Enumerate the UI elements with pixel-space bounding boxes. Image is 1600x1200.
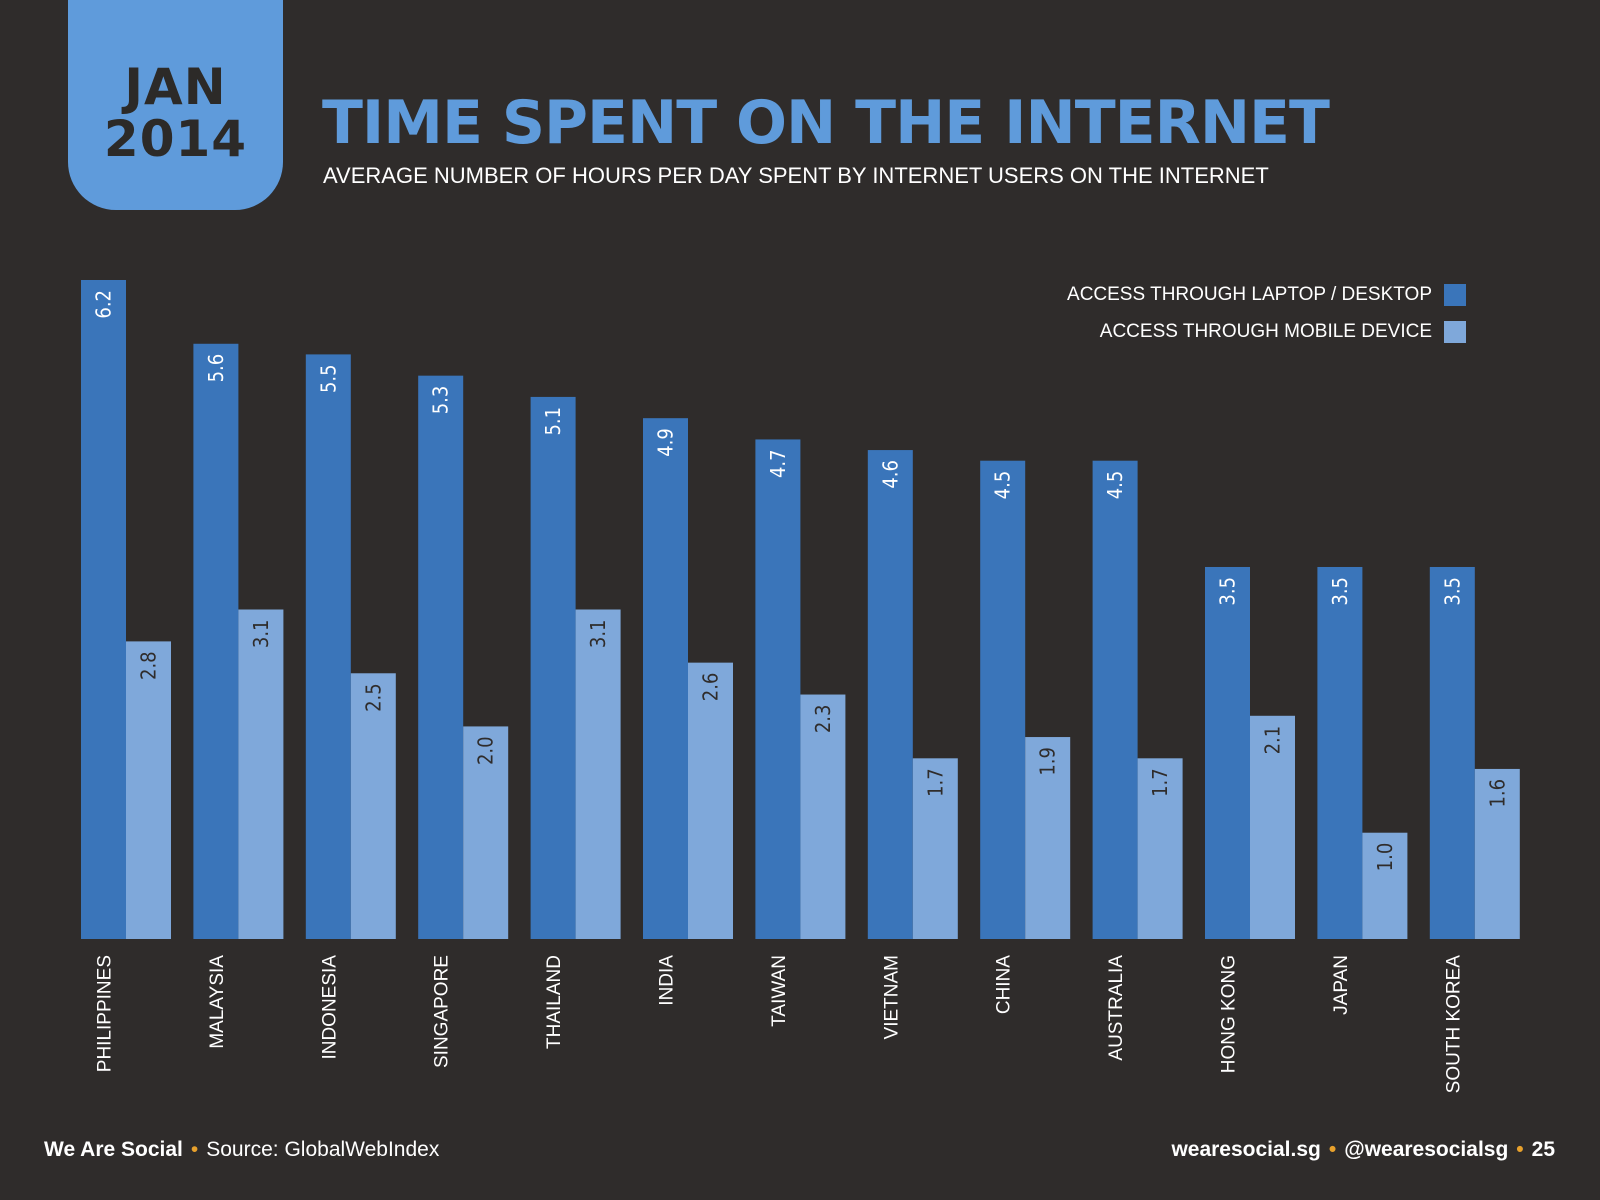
bar-mobile-thailand bbox=[575, 609, 621, 939]
category-label: MALAYSIA bbox=[207, 955, 228, 1049]
bar-mobile-indonesia bbox=[350, 673, 396, 939]
bar-mobile-taiwan bbox=[800, 694, 846, 939]
separator-dot: • bbox=[190, 1138, 199, 1161]
legend-label-mobile: ACCESS THROUGH MOBILE DEVICE bbox=[1099, 321, 1432, 342]
site-link[interactable]: wearesocial.sg bbox=[1171, 1138, 1321, 1161]
data-label: 5.5 bbox=[316, 364, 340, 393]
separator-dot: • bbox=[1328, 1138, 1337, 1161]
data-label: 1.0 bbox=[1373, 843, 1397, 872]
data-label: 3.5 bbox=[1440, 577, 1464, 606]
legend-label-laptop: ACCESS THROUGH LAPTOP / DESKTOP bbox=[1067, 284, 1432, 305]
legend-swatch-laptop bbox=[1444, 284, 1466, 306]
category-label: INDIA bbox=[657, 955, 678, 1006]
date-year: 2014 bbox=[103, 110, 248, 168]
bar-mobile-australia bbox=[1137, 758, 1183, 939]
data-label: 6.2 bbox=[92, 290, 116, 319]
bar-mobile-japan bbox=[1362, 832, 1408, 939]
bar-laptop-australia bbox=[1092, 460, 1138, 939]
data-label: 2.3 bbox=[811, 705, 835, 734]
legend-item-mobile: ACCESS THROUGH MOBILE DEVICE bbox=[1100, 320, 1466, 344]
bar-mobile-india bbox=[688, 662, 733, 939]
bar-laptop-taiwan bbox=[755, 439, 801, 939]
bar-mobile-malaysia bbox=[238, 609, 284, 939]
category-label: CHINA bbox=[994, 955, 1015, 1014]
bar-laptop-malaysia bbox=[193, 343, 239, 940]
category-label: INDONESIA bbox=[319, 955, 340, 1060]
data-label: 4.6 bbox=[878, 460, 902, 489]
data-label: 1.6 bbox=[1485, 779, 1509, 808]
data-label: 4.5 bbox=[991, 471, 1015, 500]
data-label: 1.7 bbox=[1148, 768, 1172, 797]
data-label: 2.5 bbox=[361, 683, 385, 712]
legend-item-laptop: ACCESS THROUGH LAPTOP / DESKTOP bbox=[1067, 283, 1466, 307]
category-label: VIETNAM bbox=[881, 955, 902, 1039]
legend-swatch-mobile bbox=[1444, 321, 1466, 343]
bar-laptop-vietnam bbox=[867, 450, 913, 939]
bar-mobile-south-korea bbox=[1474, 768, 1520, 939]
category-label: THAILAND bbox=[544, 955, 565, 1049]
category-label: PHILIPPINES bbox=[95, 955, 116, 1072]
data-label: 4.7 bbox=[766, 449, 790, 478]
bar-laptop-south-korea bbox=[1429, 566, 1475, 939]
bar-laptop-hong-kong bbox=[1205, 566, 1250, 939]
bar-mobile-china bbox=[1025, 737, 1071, 939]
category-label: SINGAPORE bbox=[432, 955, 453, 1068]
bar-laptop-thailand bbox=[530, 396, 576, 940]
page-subtitle: AVERAGE NUMBER OF HOURS PER DAY SPENT BY… bbox=[323, 163, 1269, 188]
brand-name: We Are Social bbox=[44, 1138, 183, 1161]
category-label: TAIWAN bbox=[769, 955, 790, 1027]
footer-left: We Are Social • Source: GlobalWebIndex bbox=[44, 1136, 439, 1164]
page-title: TIME SPENT ON THE INTERNET bbox=[322, 88, 1330, 158]
data-label: 1.9 bbox=[1036, 747, 1060, 776]
footer-right: wearesocial.sg • @wearesocialsg • 25 bbox=[1171, 1136, 1555, 1164]
data-label: 5.1 bbox=[541, 407, 565, 436]
data-label: 3.1 bbox=[249, 620, 273, 649]
bar-mobile-singapore bbox=[463, 726, 509, 939]
bar-laptop-india bbox=[643, 418, 688, 939]
date-month: JAN bbox=[124, 58, 227, 116]
data-label: 2.0 bbox=[474, 736, 498, 765]
data-label: 4.9 bbox=[654, 428, 678, 457]
social-handle[interactable]: @wearesocialsg bbox=[1344, 1138, 1509, 1161]
date-badge: JAN 2014 bbox=[68, 0, 283, 210]
category-label: AUSTRALIA bbox=[1106, 955, 1127, 1061]
data-label: 2.6 bbox=[699, 673, 723, 702]
data-label: 3.5 bbox=[1328, 577, 1352, 606]
category-label: HONG KONG bbox=[1219, 955, 1240, 1073]
bar-laptop-indonesia bbox=[305, 354, 351, 940]
bar-mobile-hong-kong bbox=[1250, 715, 1295, 939]
data-label: 2.8 bbox=[137, 651, 161, 680]
bar-laptop-singapore bbox=[418, 375, 464, 940]
data-label: 3.5 bbox=[1216, 577, 1240, 606]
bar-mobile-vietnam bbox=[912, 758, 958, 939]
bar-laptop-japan bbox=[1317, 566, 1363, 939]
bar-laptop-philippines bbox=[81, 280, 126, 939]
category-label: JAPAN bbox=[1331, 955, 1352, 1015]
data-label: 4.5 bbox=[1103, 471, 1127, 500]
source-text: Source: GlobalWebIndex bbox=[206, 1138, 440, 1161]
separator-dot: • bbox=[1516, 1138, 1524, 1161]
data-label: 5.3 bbox=[429, 386, 453, 415]
data-label: 3.1 bbox=[586, 620, 610, 649]
data-label: 1.7 bbox=[923, 768, 947, 797]
category-label: SOUTH KOREA bbox=[1443, 955, 1464, 1094]
page-number: 25 bbox=[1531, 1138, 1555, 1161]
bar-mobile-philippines bbox=[126, 641, 171, 939]
bar-laptop-china bbox=[980, 460, 1026, 939]
data-label: 5.6 bbox=[204, 354, 228, 383]
data-label: 2.1 bbox=[1261, 726, 1285, 755]
